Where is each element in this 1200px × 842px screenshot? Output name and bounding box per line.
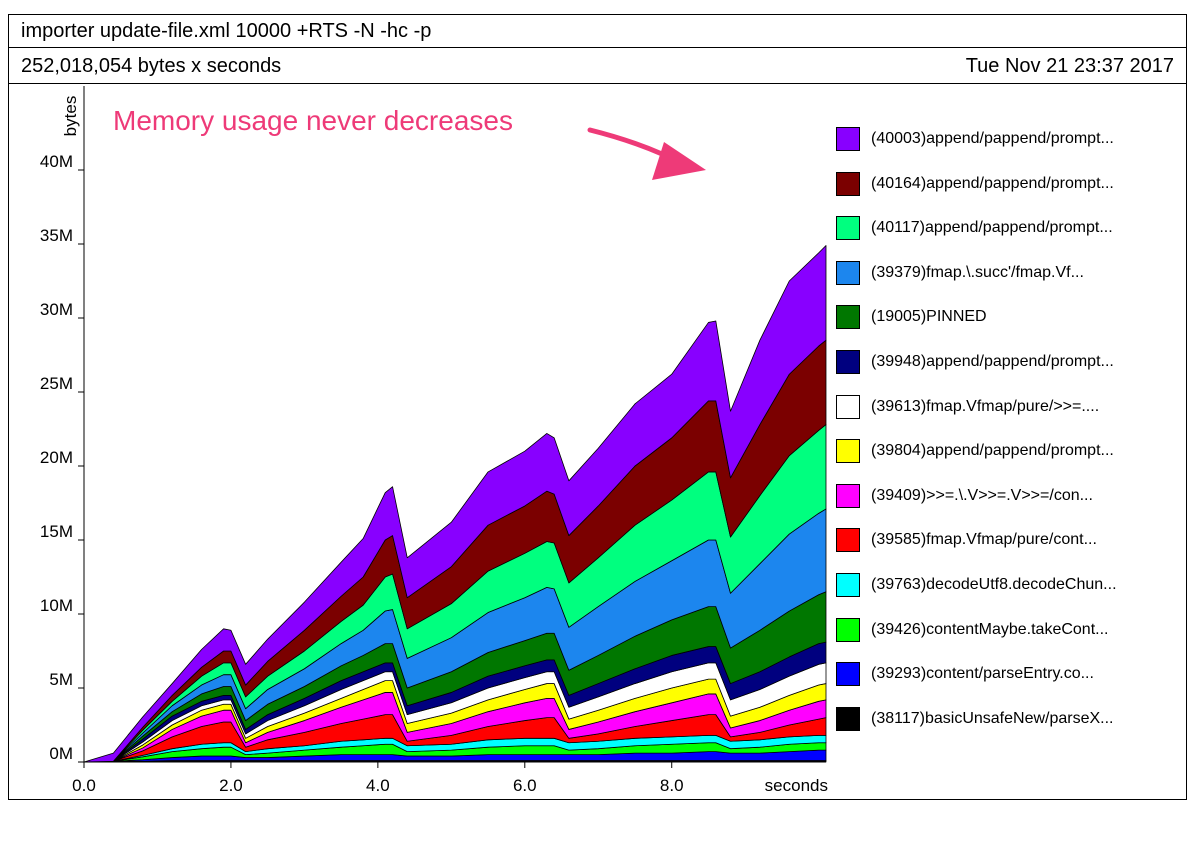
y-tick-label: 30M bbox=[40, 300, 73, 319]
legend-item: (39804)append/pappend/prompt... bbox=[836, 436, 1114, 466]
legend-label: (40164)append/pappend/prompt... bbox=[871, 174, 1114, 192]
legend-swatch bbox=[836, 662, 860, 687]
total-bytes-seconds: 252,018,054 bytes x seconds bbox=[21, 54, 282, 77]
legend-item: (39763)decodeUtf8.decodeChun... bbox=[836, 570, 1117, 600]
legend-item: (39379)fmap.\.succ'/fmap.Vf... bbox=[836, 258, 1084, 288]
legend-label: (39804)append/pappend/prompt... bbox=[871, 442, 1114, 460]
x-axis-label: seconds bbox=[765, 776, 828, 795]
legend-item: (38117)basicUnsafeNew/parseX... bbox=[836, 704, 1114, 734]
x-tick-label: 8.0 bbox=[660, 776, 684, 795]
legend-swatch bbox=[836, 394, 860, 419]
annotation-arrow-head bbox=[652, 142, 706, 180]
legend-item: (39293)content/parseEntry.co... bbox=[836, 659, 1094, 689]
legend-swatch bbox=[836, 483, 860, 508]
legend-item: (40164)append/pappend/prompt... bbox=[836, 169, 1114, 199]
legend-swatch bbox=[836, 260, 860, 285]
legend-label: (39585)fmap.Vfmap/pure/cont... bbox=[871, 531, 1097, 549]
legend-swatch bbox=[836, 350, 860, 374]
chart-frame bbox=[8, 84, 1187, 800]
profile-date: Tue Nov 21 23:37 2017 bbox=[965, 54, 1174, 77]
y-tick-label: 0M bbox=[49, 744, 73, 763]
legend-swatch bbox=[836, 573, 860, 597]
legend-label: (39409)>>=.\.V>>=.V>>=/con... bbox=[871, 486, 1093, 504]
y-tick-label: 25M bbox=[40, 374, 73, 393]
legend-item: (19005)PINNED bbox=[836, 302, 987, 332]
annotation-arrow-shaft bbox=[587, 127, 665, 157]
profile-command-header: importer update-file.xml 10000 +RTS -N -… bbox=[8, 14, 1187, 48]
y-tick-label: 40M bbox=[40, 152, 73, 171]
legend-swatch bbox=[836, 171, 860, 196]
legend-label: (39948)append/pappend/prompt... bbox=[871, 353, 1114, 370]
y-axis-label: bytes bbox=[61, 96, 80, 137]
legend-swatch bbox=[836, 617, 860, 642]
profile-command: importer update-file.xml 10000 +RTS -N -… bbox=[21, 20, 432, 42]
legend-label: (39379)fmap.\.succ'/fmap.Vf... bbox=[871, 263, 1084, 281]
legend-swatch bbox=[836, 216, 860, 241]
y-tick-label: 15M bbox=[40, 522, 73, 541]
y-tick-label: 35M bbox=[40, 226, 73, 245]
x-tick-label: 0.0 bbox=[72, 776, 96, 795]
x-tick-label: 6.0 bbox=[513, 776, 537, 795]
x-tick-label: 4.0 bbox=[366, 776, 390, 795]
legend-swatch bbox=[836, 127, 860, 151]
legend-label: (38117)basicUnsafeNew/parseX... bbox=[871, 709, 1114, 727]
legend-swatch bbox=[836, 305, 860, 330]
legend-item: (39613)fmap.Vfmap/pure/>>=.... bbox=[836, 392, 1099, 422]
legend-swatch bbox=[836, 528, 860, 553]
legend-swatch bbox=[836, 706, 860, 731]
annotation-text: Memory usage never decreases bbox=[113, 105, 513, 136]
legend-item: (39426)contentMaybe.takeCont... bbox=[836, 615, 1108, 645]
legend-label: (40117)append/pappend/prompt... bbox=[871, 219, 1113, 237]
legend-swatch bbox=[836, 439, 860, 464]
legend-label: (39613)fmap.Vfmap/pure/>>=.... bbox=[871, 397, 1100, 415]
legend-item: (39948)append/pappend/prompt... bbox=[836, 347, 1114, 377]
y-tick-label: 10M bbox=[40, 596, 73, 615]
legend-label: (40003)append/pappend/prompt... bbox=[871, 130, 1114, 147]
legend-label: (39426)contentMaybe.takeCont... bbox=[871, 620, 1109, 638]
legend-item: (39585)fmap.Vfmap/pure/cont... bbox=[836, 525, 1097, 555]
area-series-40003-append-pappend-prompt bbox=[83, 245, 827, 763]
y-tick-label: 20M bbox=[40, 448, 73, 467]
legend-item: (39409)>>=.\.V>>=.V>>=/con... bbox=[836, 481, 1093, 511]
legend-label: (39763)decodeUtf8.decodeChun... bbox=[871, 576, 1117, 593]
y-tick-label: 5M bbox=[49, 670, 73, 689]
legend-item: (40003)append/pappend/prompt... bbox=[836, 124, 1114, 154]
legend-label: (19005)PINNED bbox=[871, 308, 987, 326]
legend-item: (40117)append/pappend/prompt... bbox=[836, 213, 1113, 243]
legend-label: (39293)content/parseEntry.co... bbox=[871, 665, 1094, 683]
profile-summary-header: 252,018,054 bytes x seconds Tue Nov 21 2… bbox=[8, 48, 1187, 84]
x-tick-label: 2.0 bbox=[219, 776, 243, 795]
